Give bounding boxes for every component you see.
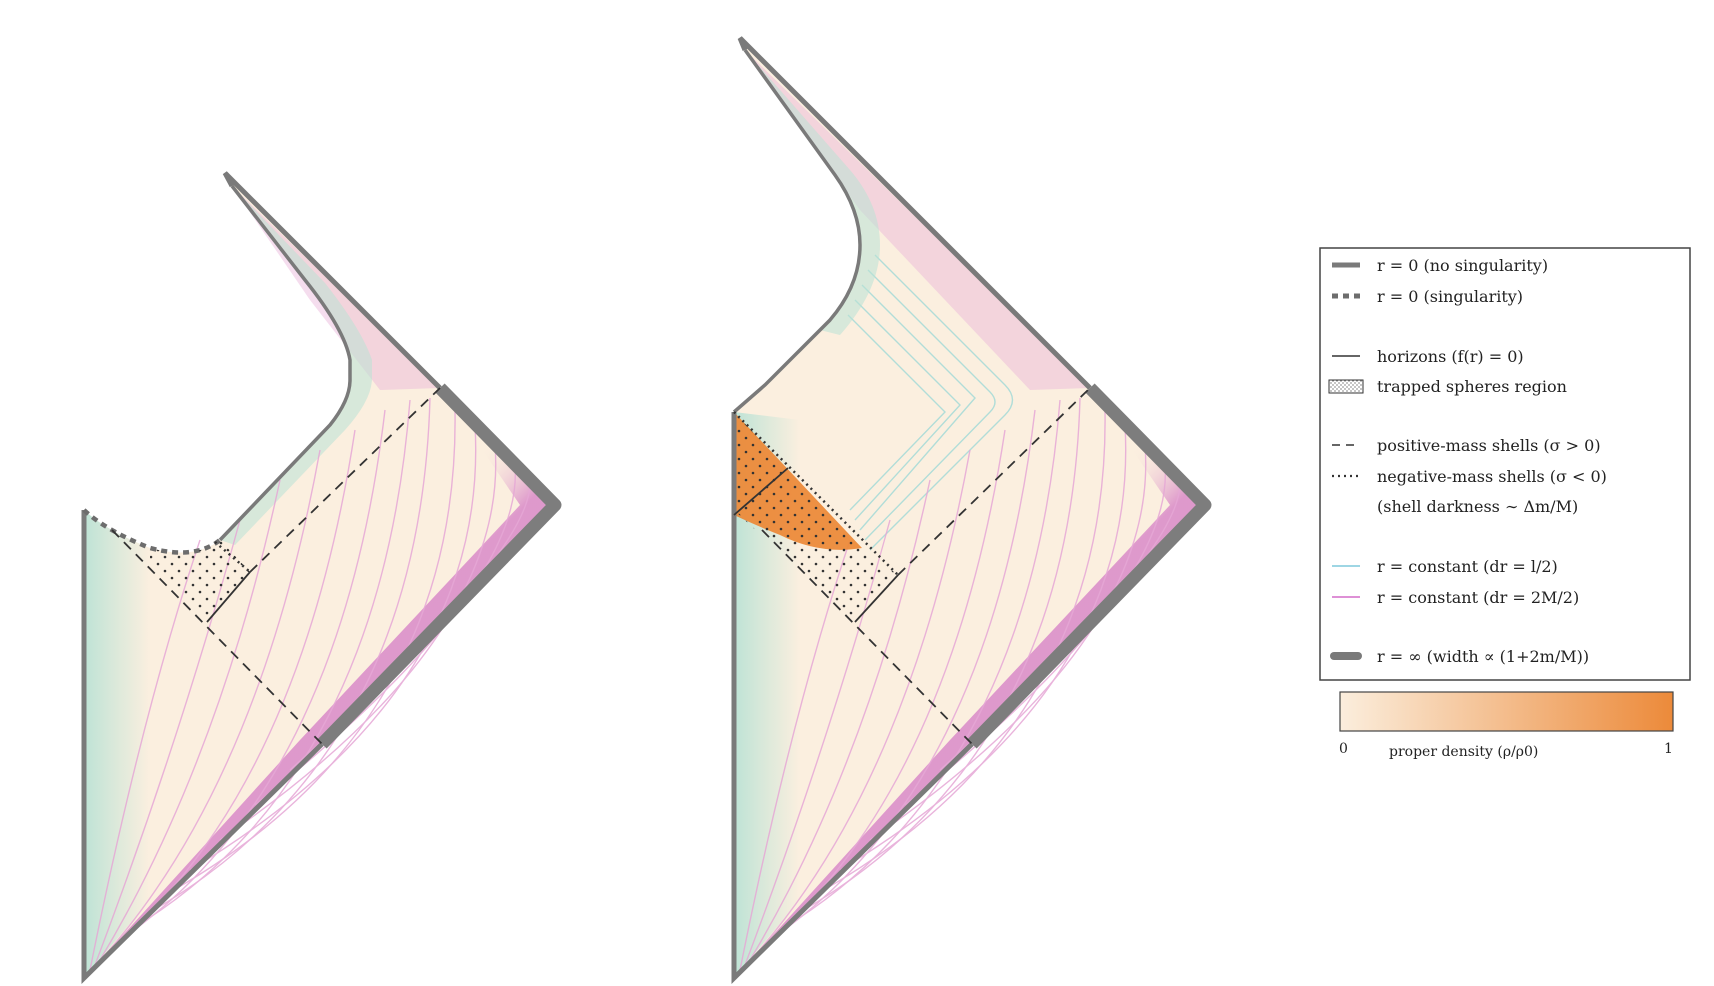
r-zero-left-edge	[81, 510, 324, 984]
legend-swatch-trapped	[1328, 379, 1364, 394]
trapped-region-right	[734, 412, 898, 622]
cyan-arm-edge-left	[220, 186, 372, 545]
legend-label-singularity: r = 0 (singularity)	[1377, 287, 1523, 306]
penrose-diagram-right	[731, 36, 1212, 984]
legend-label-no-singularity: r = 0 (no singularity)	[1377, 256, 1548, 275]
colorbar-max-label: 1	[1664, 741, 1673, 757]
negative-mass-shell-left	[214, 541, 251, 573]
positive-mass-shell-right-b	[897, 387, 1091, 576]
negative-mass-shell-right	[733, 411, 899, 576]
legend-label-r-constant-cyan: r = constant (dr = l/2)	[1377, 557, 1558, 576]
legend-label-negative-shells: negative-mass shells (σ < 0)	[1377, 467, 1607, 486]
penrose-diagram-left	[81, 171, 562, 984]
legend-label-positive-shells: positive-mass shells (σ > 0)	[1377, 436, 1601, 455]
r-zero-arm-inner-right	[732, 48, 862, 414]
colorbar-gradient	[1339, 691, 1674, 732]
colorbar-title: proper density (ρ/ρ0)	[1389, 744, 1538, 760]
legend: r = 0 (no singularity) r = 0 (singularit…	[1319, 247, 1691, 681]
cyan-arm-edge-right	[745, 50, 880, 335]
spacetime-region-left	[84, 173, 555, 978]
horizon-right-b	[854, 574, 899, 623]
legend-label-trapped: trapped spheres region	[1377, 377, 1567, 396]
trapped-region-left	[150, 540, 250, 622]
legend-label-horizons: horizons (f(r) = 0)	[1377, 347, 1524, 366]
spacetime-region-right	[734, 38, 1205, 978]
colorbar: 0 1 proper density (ρ/ρ0)	[1339, 691, 1674, 760]
legend-label-r-constant-pink: r = constant (dr = 2M/2)	[1377, 588, 1579, 607]
r-infinity-edge-right	[967, 383, 1212, 749]
legend-label-shell-darkness: (shell darkness ∼ Δm/M)	[1377, 497, 1578, 516]
colorbar-min-label: 0	[1339, 741, 1348, 757]
r-constant-cyan-lines-right	[847, 254, 1014, 551]
horizon-right-a	[733, 467, 789, 516]
r-infinity-edge-left	[317, 383, 562, 749]
r-zero-arm-inner-left	[218, 184, 352, 542]
horizon-left	[206, 571, 251, 623]
legend-box	[1319, 247, 1691, 681]
r-zero-boundary-right	[737, 36, 1092, 390]
r-zero-boundary-left	[222, 171, 442, 390]
cyan-fade-left	[84, 510, 150, 978]
r-zero-left-edge-right	[731, 412, 974, 984]
legend-label-r-infinity: r = ∞ (width ∝ (1+2m/M))	[1377, 647, 1589, 666]
